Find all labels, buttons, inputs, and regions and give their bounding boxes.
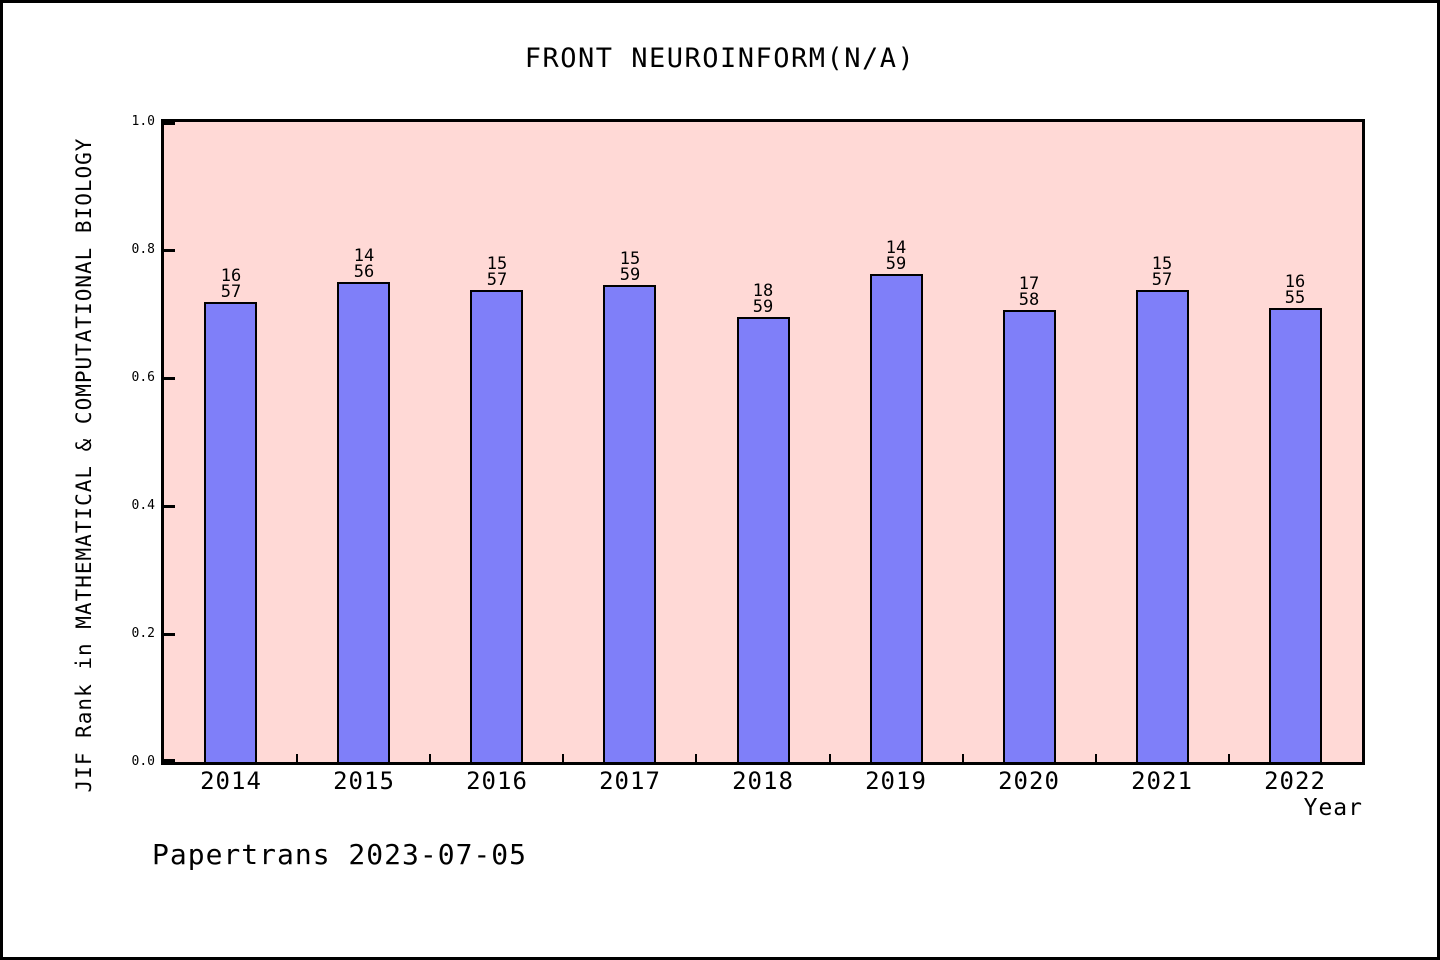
bar-2021 xyxy=(1136,290,1189,762)
bar-rank-value: 14 xyxy=(885,238,907,258)
bar-total-value: 59 xyxy=(752,297,774,317)
x-tick-label-2019: 2019 xyxy=(865,767,927,795)
y-tick-mark-0.8 xyxy=(164,249,175,252)
watermark-text: Papertrans 2023-07-05 xyxy=(152,838,528,871)
y-tick-label-0.0: 0.0 xyxy=(131,754,155,769)
x-tick-label-2016: 2016 xyxy=(466,767,528,795)
y-tick-label-1.0: 1.0 xyxy=(131,114,155,129)
x-minor-tick xyxy=(429,754,431,762)
bar-value-label-2022: 16 55 xyxy=(1255,272,1335,308)
bar-value-label-2018: 18 59 xyxy=(723,281,803,317)
bar-value-label-2017: 15 59 xyxy=(590,249,670,285)
bar-value-label-2014: 16 57 xyxy=(191,266,271,302)
bar-total-value: 57 xyxy=(1151,270,1173,290)
plot-area: 16 57 14 56 15 57 15 59 18 59 14 59 17 58 15 57 16 55 xyxy=(161,119,1365,765)
bar-2022 xyxy=(1269,308,1322,762)
bar-total-value: 55 xyxy=(1284,288,1306,308)
y-tick-mark-1.0 xyxy=(164,122,175,125)
y-tick-label-0.2: 0.2 xyxy=(131,626,155,641)
x-minor-tick xyxy=(829,754,831,762)
bar-2017 xyxy=(603,285,656,762)
x-tick-label-2020: 2020 xyxy=(998,767,1060,795)
bar-value-label-2015: 14 56 xyxy=(324,246,404,282)
x-minor-tick xyxy=(1095,754,1097,762)
bar-2015 xyxy=(337,282,390,762)
bar-rank-value: 16 xyxy=(1284,272,1306,292)
x-tick-label-2022: 2022 xyxy=(1264,767,1326,795)
bar-value-label-2019: 14 59 xyxy=(856,238,936,274)
bar-value-label-2020: 17 58 xyxy=(989,274,1069,310)
bar-total-value: 56 xyxy=(353,262,375,282)
x-axis-title: Year xyxy=(1303,795,1363,821)
bar-rank-value: 16 xyxy=(220,266,242,286)
bar-2018 xyxy=(737,317,790,762)
bar-rank-value: 18 xyxy=(752,281,774,301)
y-tick-label-0.4: 0.4 xyxy=(131,498,155,513)
bar-rank-value: 15 xyxy=(1151,254,1173,274)
chart-title: FRONT NEUROINFORM(N/A) xyxy=(524,43,916,74)
x-minor-tick xyxy=(562,754,564,762)
bar-value-label-2016: 15 57 xyxy=(457,254,537,290)
y-tick-mark-0.0 xyxy=(164,759,175,762)
x-minor-tick xyxy=(695,754,697,762)
bar-total-value: 59 xyxy=(885,254,907,274)
bar-rank-value: 15 xyxy=(486,254,508,274)
bar-rank-value: 15 xyxy=(619,249,641,269)
y-tick-mark-0.2 xyxy=(164,633,175,636)
y-axis-label: JIF Rank in MATHEMATICAL & COMPUTATIONAL… xyxy=(72,137,96,793)
x-tick-label-2021: 2021 xyxy=(1131,767,1193,795)
y-tick-mark-0.6 xyxy=(164,377,175,380)
x-tick-label-2014: 2014 xyxy=(200,767,262,795)
x-minor-tick xyxy=(296,754,298,762)
y-tick-label-0.8: 0.8 xyxy=(131,242,155,257)
bar-total-value: 57 xyxy=(486,270,508,290)
bar-total-value: 59 xyxy=(619,265,641,285)
bar-total-value: 58 xyxy=(1018,290,1040,310)
bar-rank-value: 17 xyxy=(1018,274,1040,294)
bar-2019 xyxy=(870,274,923,762)
x-minor-tick xyxy=(962,754,964,762)
bar-total-value: 57 xyxy=(220,282,242,302)
x-tick-label-2017: 2017 xyxy=(599,767,661,795)
y-tick-mark-0.4 xyxy=(164,505,175,508)
bar-rank-value: 14 xyxy=(353,246,375,266)
y-tick-label-0.6: 0.6 xyxy=(131,370,155,385)
x-tick-label-2018: 2018 xyxy=(732,767,794,795)
bar-2014 xyxy=(204,302,257,762)
bar-2016 xyxy=(470,290,523,762)
bar-value-label-2021: 15 57 xyxy=(1122,254,1202,290)
x-tick-label-2015: 2015 xyxy=(333,767,395,795)
x-minor-tick xyxy=(1228,754,1230,762)
bar-2020 xyxy=(1003,310,1056,762)
